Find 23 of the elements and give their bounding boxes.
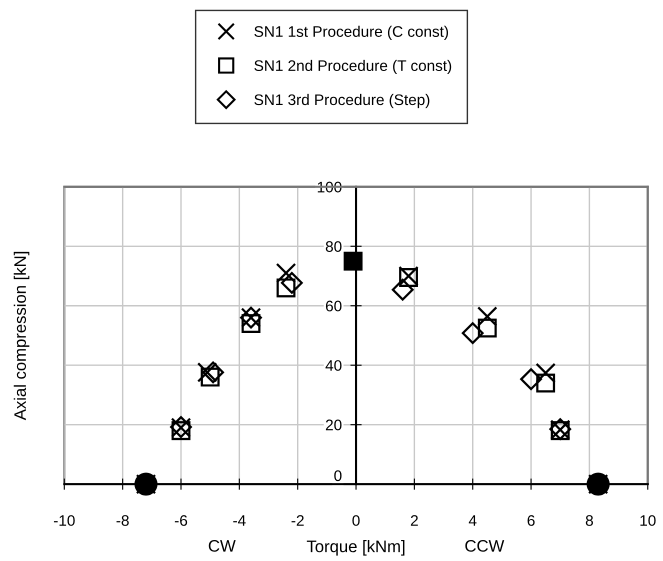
y-tick-label: 0 [334, 470, 342, 482]
x-tick-label: 2 [410, 515, 418, 526]
x-tick-label: -10 [54, 515, 75, 526]
text: CW [208, 540, 236, 552]
y-tick-label: 40 [326, 360, 342, 371]
x-tick-label: -6 [174, 515, 188, 526]
x-tick-label: 6 [528, 515, 535, 526]
y-tick-label: 80 [326, 241, 342, 252]
x-tick-label: 4 [468, 515, 477, 526]
x-axis-title: Torque [kNm] [306, 540, 404, 556]
x-tick-label: -2 [292, 515, 304, 526]
y-axis-title: Axial compression [kN] [14, 252, 30, 420]
legend-label: SN1 2nd Procedure (T const) [254, 60, 452, 74]
text: CCW [465, 540, 504, 552]
x-tick-label: -4 [233, 515, 246, 526]
y-tick-label: 60 [326, 300, 342, 312]
x-tick-label: 8 [586, 515, 593, 526]
y-tick-label: 20 [326, 420, 342, 430]
legend-label: SN1 1st Procedure (C const) [254, 26, 448, 40]
x-tick-label: -8 [116, 515, 129, 526]
legend-label: SN1 3rd Procedure (Step) [254, 94, 430, 108]
x-tick-label: 0 [352, 515, 360, 526]
x-tick-label: 10 [640, 515, 656, 526]
